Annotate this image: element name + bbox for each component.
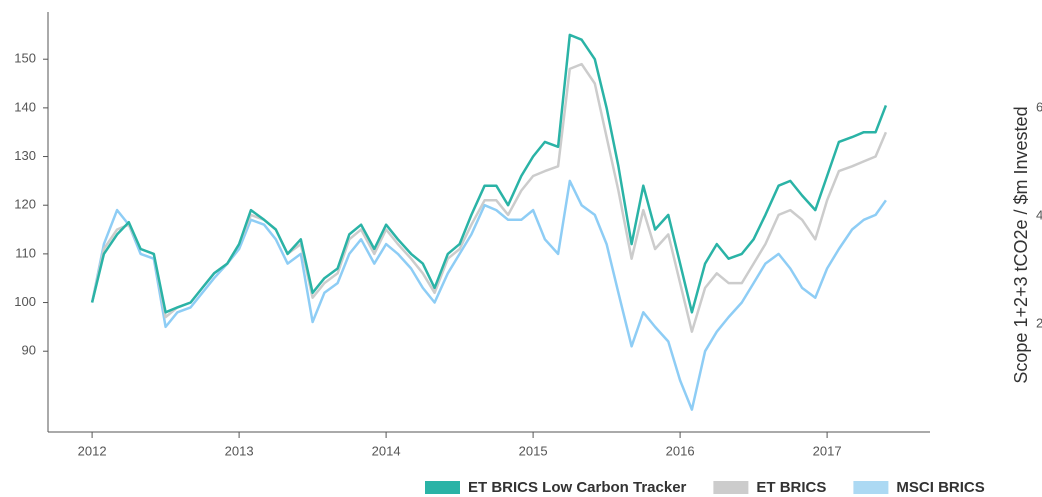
x-tick-label: 2013 (225, 443, 254, 458)
legend-swatch (713, 481, 749, 494)
y-tick-label: 120 (14, 197, 36, 212)
legend-label: ET BRICS Low Carbon Tracker (468, 479, 687, 496)
y2-tick-label: 2 (1036, 315, 1042, 330)
y-tick-label: 90 (22, 343, 36, 358)
legend-swatch (853, 481, 889, 494)
x-tick-label: 2015 (519, 443, 548, 458)
legend-label: MSCI BRICS (896, 479, 984, 496)
y-tick-label: 150 (14, 51, 36, 66)
y2-axis-label: Scope 1+2+3 tCO2e / $m Invested (1011, 106, 1031, 383)
y-tick-label: 100 (14, 294, 36, 309)
legend-label: ET BRICS (756, 479, 826, 496)
series-line (90, 179, 887, 411)
y2-tick-label: 6 (1036, 100, 1042, 115)
x-tick-label: 2012 (78, 443, 107, 458)
y-tick-label: 140 (14, 99, 36, 114)
y-tick-label: 110 (15, 245, 36, 260)
x-tick-label: 2016 (666, 443, 695, 458)
legend-swatch (425, 481, 460, 494)
x-tick-label: 2017 (813, 443, 842, 458)
series-line (90, 33, 888, 314)
series-line (90, 62, 888, 333)
y2-tick-label: 4 (1036, 207, 1042, 222)
x-tick-label: 2014 (372, 443, 401, 458)
y-tick-label: 130 (14, 148, 36, 163)
